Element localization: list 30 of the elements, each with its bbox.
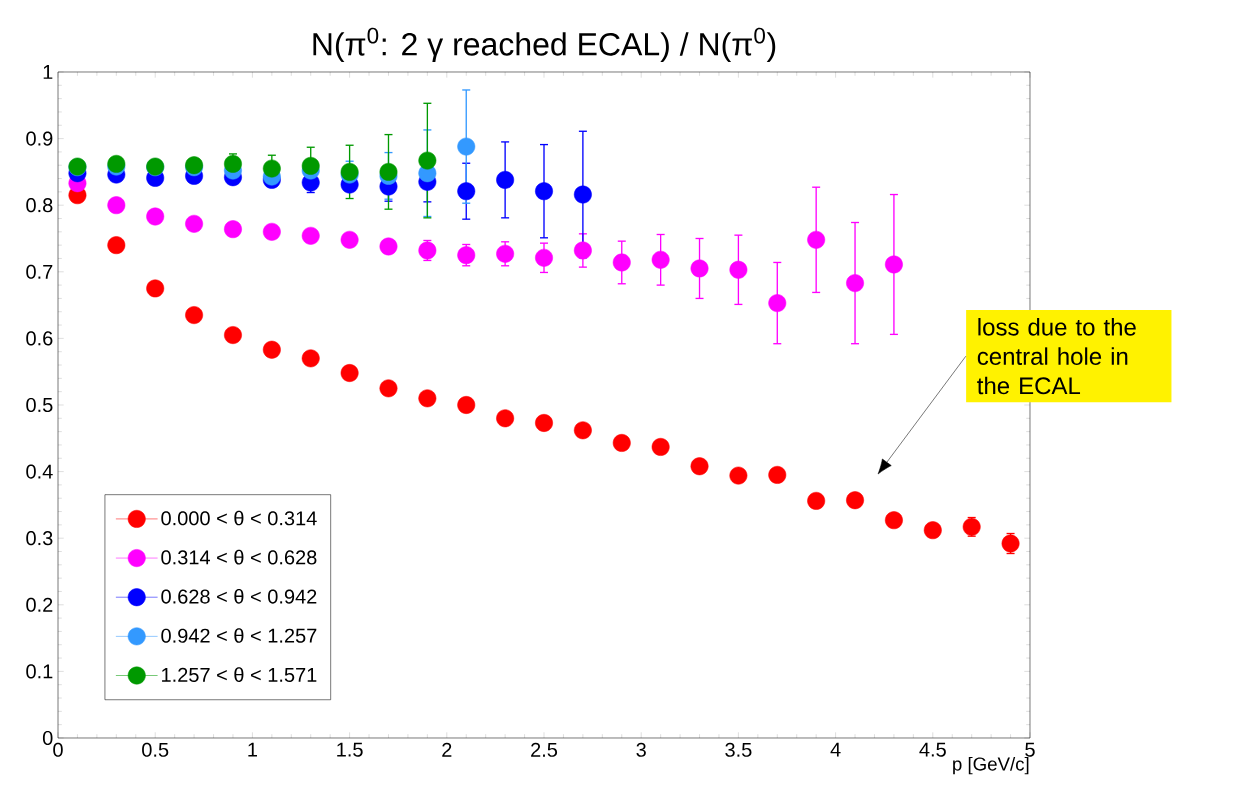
y-tick-label: 0.3 (26, 531, 53, 546)
x-tick-label: 3.5 (725, 742, 752, 757)
legend-label: 0.628 < θ < 0.942 (161, 588, 317, 604)
annotation: loss due to the central hole in the ECAL (977, 318, 1136, 395)
x-tick-label: 5 (1025, 742, 1035, 757)
legend-label: 0.000 < θ < 0.314 (161, 510, 317, 526)
legend-label: 1.257 < θ < 1.571 (162, 667, 317, 682)
x-tick-label: 2.5 (531, 742, 558, 757)
x-tick-label: 4 (830, 742, 841, 757)
x-tick-label: 0.5 (142, 742, 169, 757)
x-tick-label: 3 (636, 742, 646, 757)
legend-label: 0.942 < θ < 1.257 (161, 628, 317, 643)
y-tick-label: 0.9 (26, 131, 53, 146)
legend-label: 0.314 < θ < 0.628 (161, 549, 317, 565)
y-tick-label: 0.2 (26, 597, 53, 612)
y-tick-label: 0 (42, 730, 53, 746)
y-tick-label: 0.5 (26, 397, 53, 413)
x-tick-label: 2 (442, 742, 452, 757)
y-tick-label: 0.7 (26, 264, 53, 279)
x-tick-label: 4.5 (919, 742, 946, 757)
y-tick-label: 1 (43, 65, 53, 79)
y-tick-label: 0.8 (26, 198, 53, 213)
chart-title: N(π$^{0}$: 2 γ reached ECAL) / N(π$^{0}$) (313, 27, 776, 62)
x-tick-label: 0 (53, 742, 63, 757)
x-tick-label: 1 (248, 742, 257, 757)
y-tick-label: 0.4 (26, 464, 53, 479)
y-tick-label: 0.1 (26, 664, 53, 679)
x-tick-label: 1.5 (337, 742, 363, 757)
x-axis-title: p [GeV/c] (953, 756, 1029, 775)
y-tick-label: 0.6 (26, 331, 53, 346)
